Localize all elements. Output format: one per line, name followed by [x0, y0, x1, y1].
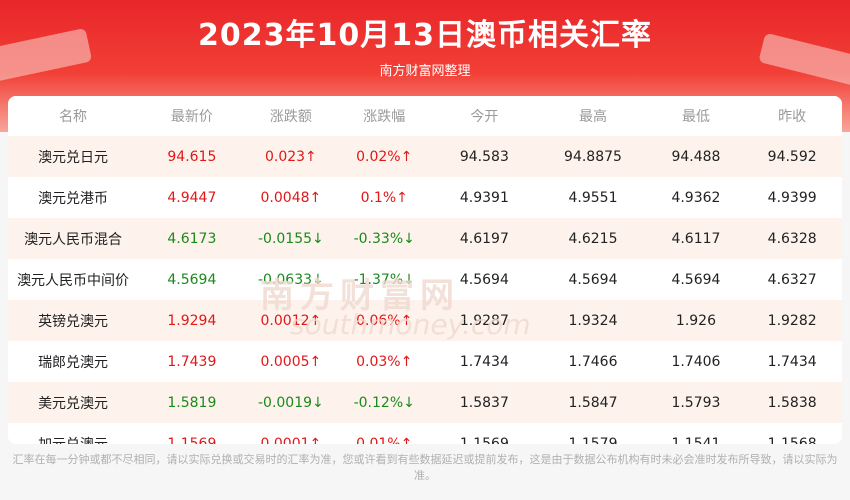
previous-close: 1.5838 [742, 382, 842, 423]
previous-close: 1.1568 [742, 423, 842, 444]
open-price: 94.583 [432, 136, 537, 177]
latest-price: 1.5819 [138, 382, 246, 423]
column-header: 昨收 [742, 96, 842, 136]
table-row: 澳元人民币中间价 4.5694 -0.0633↓ -1.37%↓ 4.5694 4.569… [8, 259, 842, 300]
previous-close: 1.9282 [742, 300, 842, 341]
latest-price: 4.6173 [138, 218, 246, 259]
column-header: 最高 [536, 96, 650, 136]
high-price: 1.9324 [536, 300, 650, 341]
previous-close: 4.9399 [742, 177, 842, 218]
column-header: 涨跌幅 [336, 96, 433, 136]
table-row: 澳元兑日元 94.615 0.023↑ 0.02%↑ 94.583 94.8875 94.4… [8, 136, 842, 177]
currency-pair-name: 瑞郎兑澳元 [8, 341, 139, 382]
currency-pair-name: 美元兑澳元 [8, 382, 139, 423]
change-amount: 0.0048↑ [245, 177, 337, 218]
latest-price: 4.9447 [138, 177, 246, 218]
open-price: 1.5837 [432, 382, 537, 423]
table-row: 澳元兑港币 4.9447 0.0048↑ 0.1%↑ 4.9391 4.9551 4.936… [8, 177, 842, 218]
change-percent: 0.01%↑ [336, 423, 433, 444]
change-amount: 0.023↑ [245, 136, 337, 177]
change-amount: -0.0019↓ [245, 382, 337, 423]
column-header: 今开 [432, 96, 537, 136]
column-header: 涨跌额 [245, 96, 337, 136]
high-price: 1.1579 [536, 423, 650, 444]
high-price: 94.8875 [536, 136, 650, 177]
currency-pair-name: 澳元人民币中间价 [8, 259, 139, 300]
currency-pair-name: 加元兑澳元 [8, 423, 139, 444]
table-header-row: 名称 最新价 涨跌额 涨跌幅 今开 最高 最低 昨收 [8, 96, 842, 136]
change-percent: -0.12%↓ [336, 382, 433, 423]
column-header: 最新价 [138, 96, 246, 136]
previous-close: 4.6327 [742, 259, 842, 300]
low-price: 4.6117 [649, 218, 743, 259]
table-row: 加元兑澳元1.15690.0001↑0.01%↑1.15691.15791.15… [8, 423, 842, 444]
previous-close: 94.592 [742, 136, 842, 177]
currency-pair-name: 澳元兑港币 [8, 177, 139, 218]
change-amount: -0.0155↓ [245, 218, 337, 259]
change-percent: -0.33%↓ [336, 218, 433, 259]
page-title: 2023年10月13日澳币相关汇率 [198, 18, 652, 53]
latest-price: 4.5694 [138, 259, 246, 300]
disclaimer-note: 汇率在每一分钟或都不尽相同，请以实际兑换或交易时的汇率为准，您或许看到有些数据延… [12, 453, 838, 482]
open-price: 1.9287 [432, 300, 537, 341]
open-price: 4.9391 [432, 177, 537, 218]
table-row: 澳元人民币混合 4.6173 -0.0155↓ -0.33%↓ 4.6197 4.6215… [8, 218, 842, 259]
change-amount: 0.0001↑ [245, 423, 337, 444]
low-price: 1.926 [649, 300, 743, 341]
change-percent: 0.03%↑ [336, 341, 433, 382]
change-amount: -0.0633↓ [245, 259, 337, 300]
low-price: 1.1541 [649, 423, 743, 444]
column-header: 最低 [649, 96, 743, 136]
open-price: 4.5694 [432, 259, 537, 300]
open-price: 4.6197 [432, 218, 537, 259]
high-price: 1.7466 [536, 341, 650, 382]
change-percent: 0.02%↑ [336, 136, 433, 177]
previous-close: 4.6328 [742, 218, 842, 259]
low-price: 1.7406 [649, 341, 743, 382]
open-price: 1.1569 [432, 423, 537, 444]
low-price: 1.5793 [649, 382, 743, 423]
latest-price: 1.1569 [138, 423, 246, 444]
latest-price: 1.7439 [138, 341, 246, 382]
change-amount: 0.0005↑ [245, 341, 337, 382]
column-header: 名称 [8, 96, 139, 136]
rates-table: 名称 最新价 涨跌额 涨跌幅 今开 最高 最低 昨收 澳元兑日元 94.615 0.… [8, 96, 842, 444]
rates-card: 名称 最新价 涨跌额 涨跌幅 今开 最高 最低 昨收 澳元兑日元 94.615 0.… [8, 96, 842, 444]
open-price: 1.7434 [432, 341, 537, 382]
table-row: 英镑兑澳元 1.9294 0.0012↑ 0.06%↑ 1.9287 1.9324 1.92… [8, 300, 842, 341]
change-percent: -1.37%↓ [336, 259, 433, 300]
currency-pair-name: 澳元兑日元 [8, 136, 139, 177]
low-price: 4.5694 [649, 259, 743, 300]
high-price: 4.9551 [536, 177, 650, 218]
latest-price: 1.9294 [138, 300, 246, 341]
change-percent: 0.06%↑ [336, 300, 433, 341]
previous-close: 1.7434 [742, 341, 842, 382]
latest-price: 94.615 [138, 136, 246, 177]
low-price: 94.488 [649, 136, 743, 177]
high-price: 4.5694 [536, 259, 650, 300]
low-price: 4.9362 [649, 177, 743, 218]
change-amount: 0.0012↑ [245, 300, 337, 341]
change-percent: 0.1%↑ [336, 177, 433, 218]
high-price: 4.6215 [536, 218, 650, 259]
table-row: 美元兑澳元 1.5819 -0.0019↓ -0.12%↓ 1.5837 1.5847 1.… [8, 382, 842, 423]
currency-pair-name: 英镑兑澳元 [8, 300, 139, 341]
table-row: 瑞郎兑澳元 1.7439 0.0005↑ 0.03%↑ 1.7434 1.7466 1.74… [8, 341, 842, 382]
high-price: 1.5847 [536, 382, 650, 423]
currency-pair-name: 澳元人民币混合 [8, 218, 139, 259]
page-subtitle: 南方财富网整理 [379, 64, 471, 79]
